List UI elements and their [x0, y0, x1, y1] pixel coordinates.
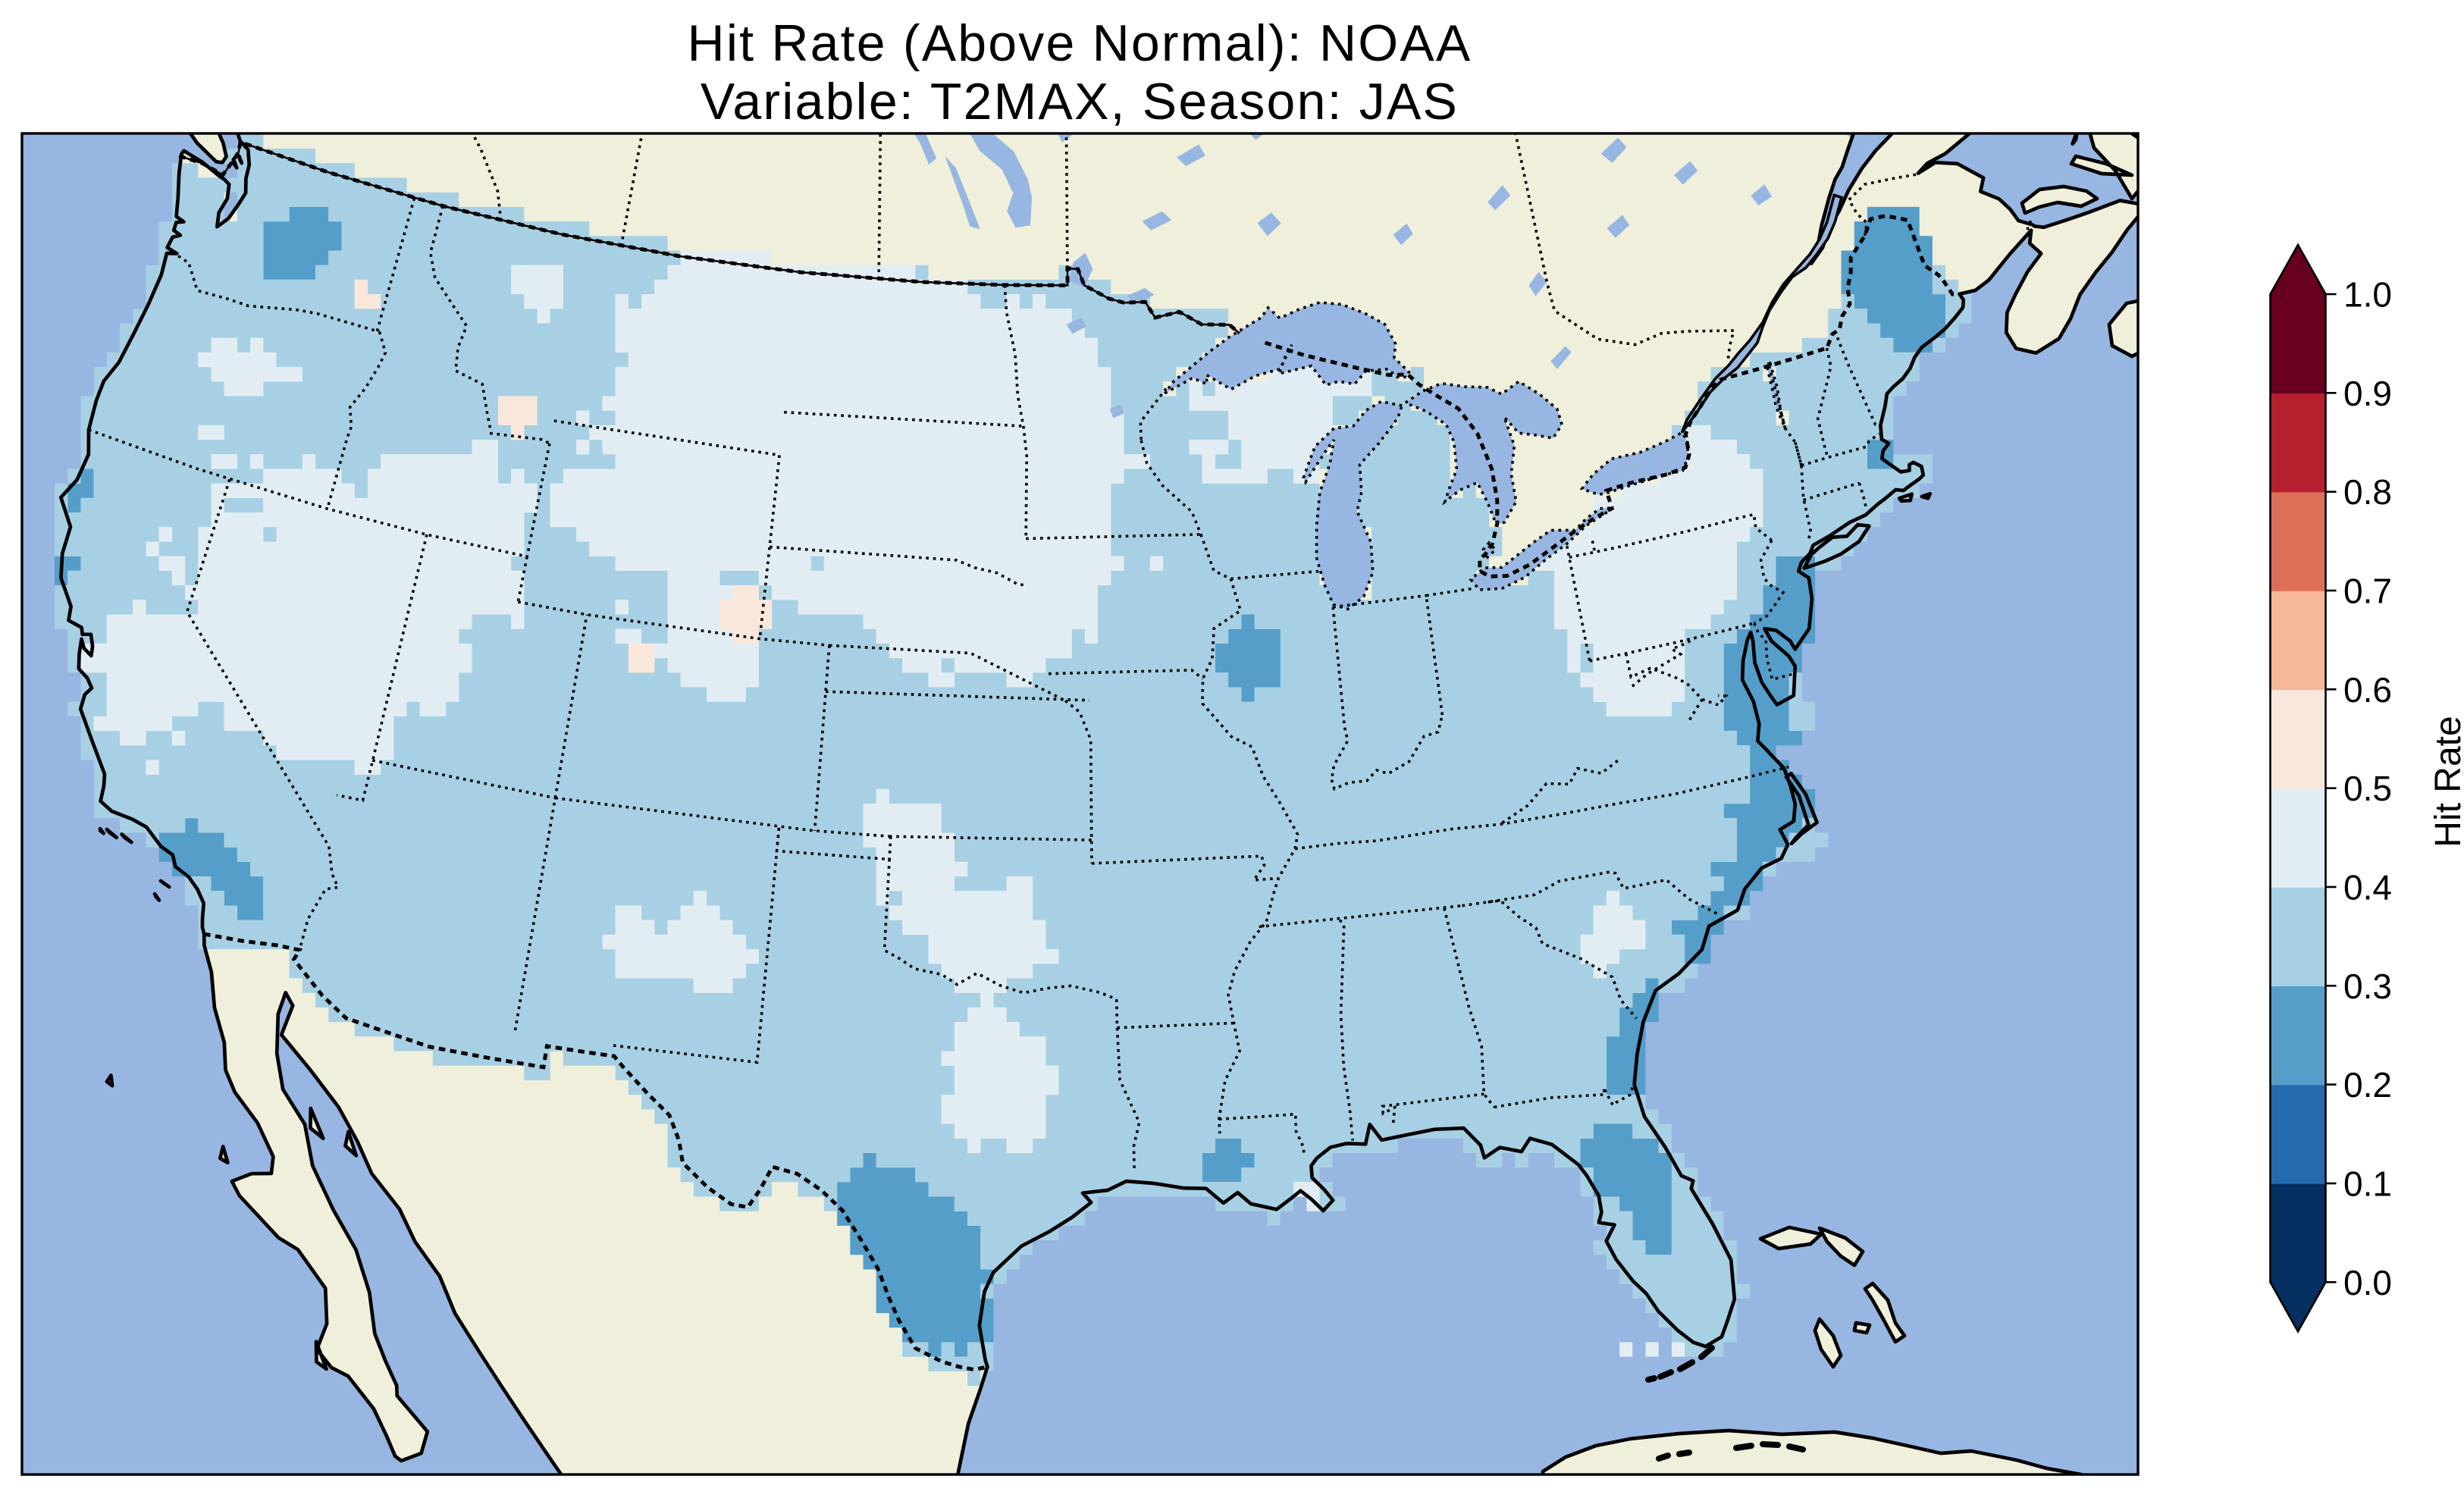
svg-text:0.8: 0.8: [2343, 472, 2392, 512]
svg-text:Hit Rate (Above Normal): NOAA: Hit Rate (Above Normal): NOAA: [688, 14, 1472, 72]
svg-text:Variable: T2MAX, Season: JAS: Variable: T2MAX, Season: JAS: [701, 73, 1459, 130]
svg-text:Hit Rate: Hit Rate: [2428, 716, 2464, 847]
svg-text:1.0: 1.0: [2343, 275, 2392, 315]
svg-text:0.2: 0.2: [2343, 1065, 2392, 1105]
svg-text:0.7: 0.7: [2343, 572, 2392, 611]
svg-text:0.1: 0.1: [2343, 1164, 2392, 1204]
svg-text:0.0: 0.0: [2343, 1263, 2392, 1302]
svg-text:0.6: 0.6: [2343, 670, 2392, 710]
svg-text:0.4: 0.4: [2343, 868, 2392, 907]
svg-text:0.5: 0.5: [2343, 769, 2392, 808]
svg-text:0.3: 0.3: [2343, 967, 2392, 1006]
svg-text:0.9: 0.9: [2343, 374, 2392, 413]
